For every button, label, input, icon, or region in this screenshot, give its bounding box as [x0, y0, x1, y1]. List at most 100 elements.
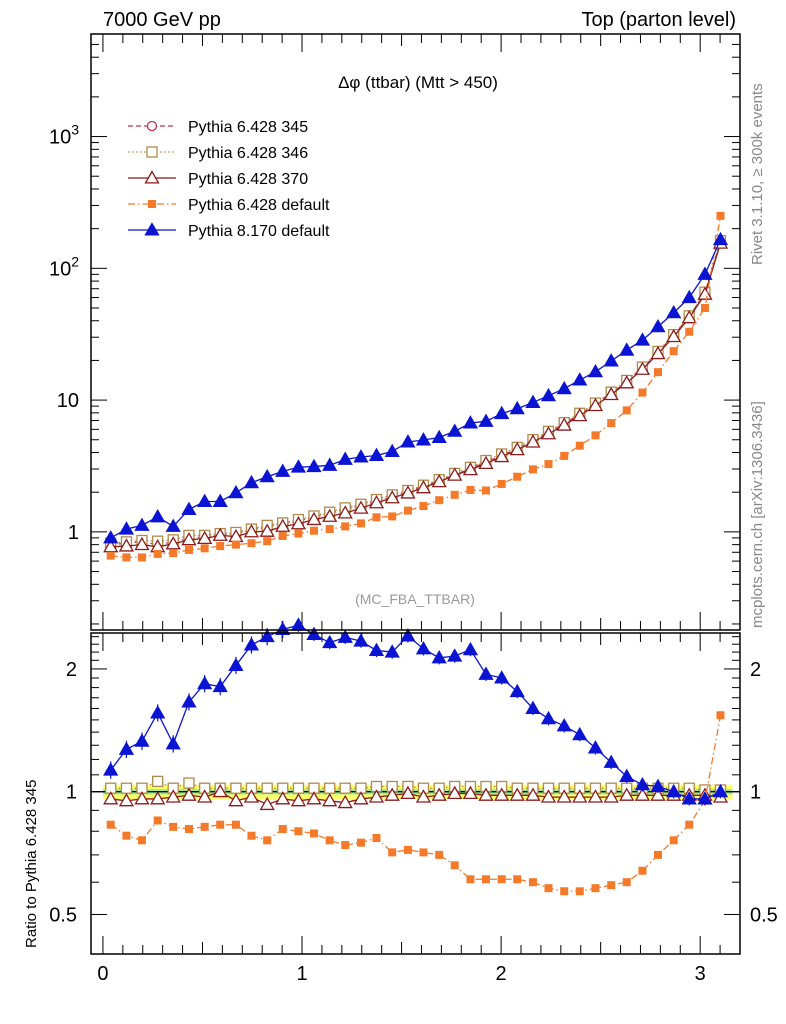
data-point: [481, 486, 490, 495]
data-point: [263, 836, 272, 845]
data-point: [259, 628, 275, 643]
main-series-1: [105, 235, 727, 549]
legend-entry: Pythia 8.170 default: [128, 222, 330, 240]
data-point: [322, 457, 338, 471]
data-point: [137, 836, 146, 845]
legend-marker: [144, 170, 160, 184]
data-point: [400, 628, 416, 642]
data-point: [368, 495, 385, 509]
data-point: [575, 441, 584, 450]
data-point: [450, 861, 459, 870]
data-point: [634, 787, 651, 801]
data-point: [200, 544, 209, 553]
data-point: [447, 467, 463, 481]
data-point: [716, 711, 725, 720]
data-point: [212, 678, 228, 693]
data-point: [275, 518, 291, 532]
main-series-2: [103, 235, 729, 553]
plot-title: Δφ (ttbar) (Mtt > 450): [338, 73, 498, 92]
data-point: [231, 540, 240, 549]
data-point: [431, 649, 447, 664]
data-point: [653, 850, 662, 859]
data-point: [544, 460, 553, 469]
data-point: [118, 538, 135, 552]
data-point: [372, 834, 381, 843]
data-point: [509, 400, 525, 415]
data-point: [337, 629, 353, 643]
data-point: [544, 884, 553, 893]
data-point: [259, 468, 275, 483]
data-point: [165, 736, 181, 750]
data-point: [638, 388, 647, 397]
data-point: [197, 530, 213, 545]
data-point: [462, 461, 479, 476]
ratio-y-tick-label-right: 0.5: [750, 904, 778, 926]
data-point: [278, 825, 287, 834]
data-point: [619, 787, 635, 801]
data-point: [478, 413, 494, 427]
data-point: [137, 553, 146, 562]
data-point: [184, 825, 193, 834]
data-point: [685, 820, 694, 829]
data-point: [181, 787, 197, 801]
data-point: [200, 822, 209, 831]
data-point: [494, 670, 510, 684]
x-tick-label: 3: [695, 963, 706, 985]
data-point: [290, 459, 307, 473]
data-point: [509, 787, 525, 801]
data-point: [400, 785, 416, 800]
data-point: [525, 434, 541, 448]
data-point: [103, 530, 119, 544]
data-point: [560, 887, 569, 896]
data-point: [275, 791, 291, 805]
data-point: [603, 789, 619, 803]
data-point: [540, 426, 557, 440]
data-point: [165, 789, 181, 803]
data-point: [169, 549, 178, 558]
data-point: [697, 286, 713, 300]
legend: Pythia 6.428 345 Pythia 6.428 346 Pythia 6…: [128, 119, 330, 240]
legend-entry: Pythia 6.428 370: [128, 170, 308, 188]
data-point: [419, 848, 428, 857]
data-point: [619, 342, 635, 356]
data-series: [103, 211, 729, 896]
data-point: [322, 508, 338, 522]
data-point: [607, 419, 616, 428]
data-point: [603, 754, 619, 768]
data-point: [134, 733, 150, 747]
data-point: [341, 522, 350, 531]
data-point: [478, 455, 494, 470]
data-point: [619, 375, 635, 389]
data-point: [106, 820, 115, 829]
data-point: [478, 666, 494, 680]
data-point: [556, 718, 572, 732]
data-point: [368, 642, 385, 656]
ratio-axis-label: Ratio to Pythia 6.428 345: [23, 780, 40, 948]
legend-entry: Pythia 6.428 345: [128, 119, 308, 136]
series-line: [110, 243, 722, 548]
data-point: [261, 782, 273, 794]
data-point: [666, 328, 682, 343]
data-point: [152, 775, 164, 788]
data-point: [216, 542, 225, 551]
data-point: [169, 822, 178, 831]
data-point: [384, 490, 400, 504]
data-point: [306, 511, 322, 526]
legend-label: Pythia 8.170 default: [188, 223, 330, 240]
data-point: [494, 405, 510, 420]
data-point: [212, 527, 228, 541]
series-line: [110, 624, 721, 800]
data-point: [525, 700, 541, 714]
ratio-y-tick-label: 2: [66, 659, 77, 681]
data-point: [294, 827, 303, 836]
data-point: [712, 783, 729, 798]
series-line: [110, 215, 722, 559]
y-tick-exponent: 2: [71, 253, 79, 269]
data-point: [290, 792, 307, 807]
data-point: [650, 318, 666, 333]
data-point: [384, 644, 400, 658]
data-point: [337, 451, 353, 465]
data-point: [603, 353, 619, 367]
data-point: [275, 463, 291, 477]
y-tick-exponent: 3: [71, 122, 79, 138]
